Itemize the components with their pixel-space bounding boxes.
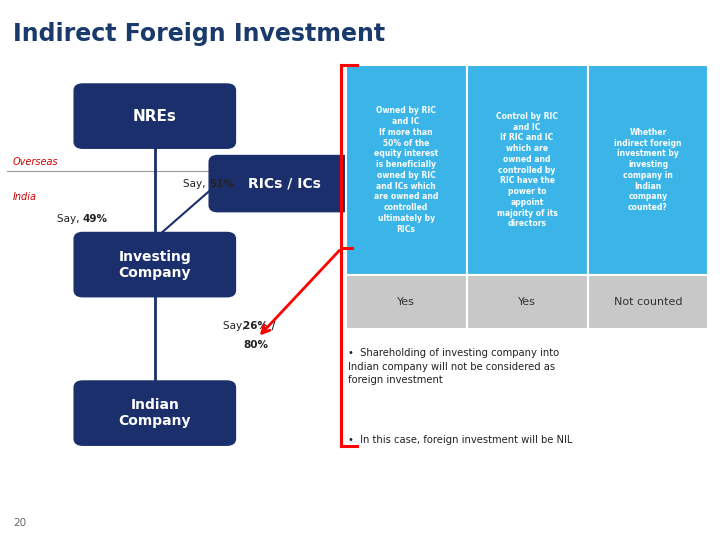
Text: Say,: Say,	[223, 321, 249, 331]
Bar	[346, 65, 467, 275]
Text: Yes: Yes	[397, 298, 415, 307]
Bar	[467, 65, 588, 275]
Text: •  Shareholding of investing company into
Indian company will not be considered : • Shareholding of investing company into…	[348, 348, 559, 384]
Text: Say,: Say,	[57, 214, 83, 224]
FancyBboxPatch shape	[74, 232, 235, 297]
Text: Say,: Say,	[183, 179, 209, 188]
Bar	[467, 275, 588, 329]
Text: Overseas: Overseas	[13, 157, 58, 167]
Text: Not counted: Not counted	[613, 298, 683, 307]
Text: 26% /: 26% /	[243, 321, 276, 331]
Text: Indirect Foreign Investment: Indirect Foreign Investment	[13, 22, 385, 45]
Text: RICs / ICs: RICs / ICs	[248, 177, 321, 191]
Bar	[346, 275, 467, 329]
Text: Investing
Company: Investing Company	[118, 249, 192, 280]
Text: Yes: Yes	[518, 298, 536, 307]
FancyBboxPatch shape	[74, 84, 235, 148]
Text: Owned by RIC
and IC
If more than
50% of the
equity interest
is beneficially
owne: Owned by RIC and IC If more than 50% of …	[374, 106, 438, 234]
Text: Control by RIC
and IC
If RIC and IC
which are
owned and
controlled by
RIC have t: Control by RIC and IC If RIC and IC whic…	[496, 112, 558, 228]
Text: •  In this case, foreign investment will be NIL: • In this case, foreign investment will …	[348, 435, 572, 445]
FancyBboxPatch shape	[209, 156, 360, 212]
Text: 20: 20	[13, 518, 26, 528]
Text: 51%: 51%	[209, 179, 234, 188]
Text: India: India	[13, 192, 37, 202]
Text: 80%: 80%	[243, 340, 269, 349]
Bar	[588, 65, 708, 275]
Bar	[588, 275, 708, 329]
Text: NREs: NREs	[133, 109, 176, 124]
Text: Indian
Company: Indian Company	[119, 398, 191, 428]
Text: Whether
indirect foreign
investment by
investing
company in
Indian
company
count: Whether indirect foreign investment by i…	[614, 128, 682, 212]
FancyBboxPatch shape	[74, 381, 235, 445]
Text: 49%: 49%	[83, 214, 108, 224]
